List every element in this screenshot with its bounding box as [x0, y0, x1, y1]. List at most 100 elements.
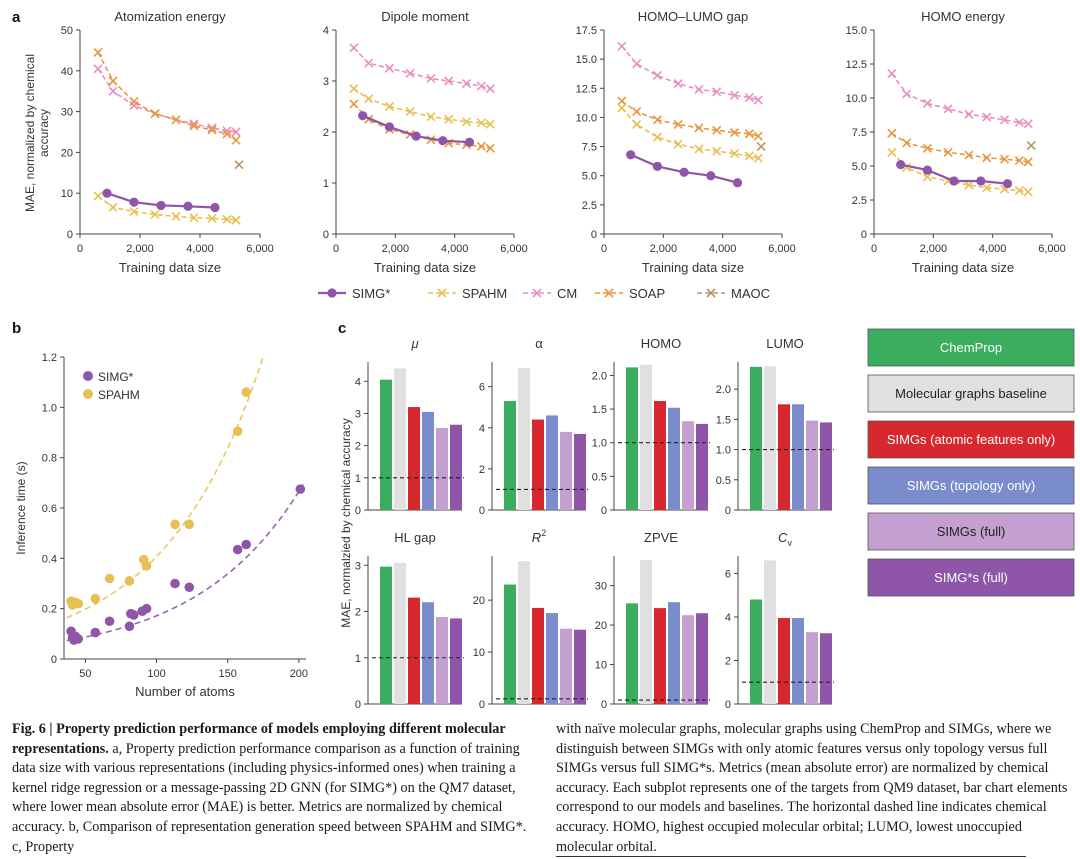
bar-simg-s-full [696, 423, 708, 510]
y-tick-label: 3 [323, 76, 329, 88]
x-tick-label: 0 [77, 243, 83, 255]
legend-marker [706, 288, 716, 298]
data-point-spahm [232, 426, 243, 437]
bar-simgs-topology-only [668, 407, 680, 510]
data-point-soap [712, 125, 722, 135]
panel-label-a: a [12, 9, 21, 26]
bar-simgs-full [682, 615, 694, 704]
data-point-simg-star [183, 201, 193, 211]
data-point-cm [887, 68, 897, 79]
y-tick-label: 15.0 [576, 54, 597, 66]
legend-marker [83, 389, 93, 399]
data-point-cm [712, 87, 722, 97]
data-point-cm [922, 98, 932, 109]
bar-molecular-graphs-baseline [518, 561, 530, 704]
data-point-spahm [184, 519, 195, 530]
data-point-simg-star [141, 603, 152, 614]
y-tick-label: 15.0 [846, 25, 867, 37]
x-tick-label: 6,000 [768, 243, 796, 255]
legend-box-simgs-atomic-features-only [867, 420, 1075, 459]
data-point-cm [93, 64, 103, 74]
data-point-cm [982, 112, 992, 122]
bar-simgs-atomic-features-only [778, 404, 790, 510]
y-tick-label: 0.8 [42, 453, 57, 465]
data-point-simg-star [184, 582, 195, 593]
y-tick-label: 4 [355, 376, 361, 388]
legend-box-label: SIMGs (full) [937, 524, 1006, 539]
y-tick-label: 1 [355, 473, 361, 485]
y-tick-label: 0 [67, 229, 73, 241]
data-point-simg-star [102, 188, 112, 198]
data-point-cm [444, 76, 454, 86]
x-tick-label: 6,000 [1038, 243, 1066, 255]
x-axis-label: Training data size [642, 260, 744, 275]
y-tick-label: 2.0 [716, 384, 731, 396]
data-point-spahm [982, 183, 992, 193]
data-point-simg-star [464, 137, 475, 147]
data-point-cm [673, 79, 683, 89]
chart-title-text: C [778, 530, 788, 545]
data-point-spahm [922, 172, 932, 182]
data-point-spahm [104, 573, 115, 584]
x-tick-label: 6,000 [246, 243, 274, 255]
data-point-simg-star [210, 202, 220, 213]
data-point-simg-star [896, 160, 906, 170]
bar-simgs-topology-only [546, 415, 558, 510]
y-tick-label: 0.2 [42, 604, 57, 616]
series-line-soap [353, 103, 491, 150]
chart-title: HL gap [394, 530, 435, 545]
legend-box-label: Molecular graphs baseline [895, 386, 1047, 401]
caption-figure-label: Fig. 6 | Property prediction performance… [12, 721, 506, 757]
x-axis-label: Training data size [119, 260, 221, 275]
series-line-cm [353, 47, 491, 90]
data-point-soap [129, 96, 139, 106]
legend-label-maoc: MAOC [731, 286, 770, 301]
chart-title-text: α [535, 336, 543, 351]
y-tick-label: 20 [595, 620, 607, 632]
y-tick-label: 6 [479, 382, 485, 394]
data-point-spahm [652, 132, 662, 142]
chart-title-superscript: 2 [541, 528, 546, 538]
data-point-simg-star [626, 150, 636, 160]
data-point-spahm [93, 191, 103, 201]
bar-simgs-full [806, 420, 818, 510]
chart-title: Dipole moment [381, 9, 469, 24]
data-point-spahm [384, 101, 394, 112]
chart-title-text: HL gap [394, 530, 435, 545]
bar-molecular-graphs-baseline [764, 366, 776, 510]
chart-title: Cv [778, 530, 792, 548]
y-tick-label: 4 [479, 423, 485, 435]
y-axis-label-line-1: MAE, normalized by chemical [23, 54, 37, 212]
data-point-simg-star [706, 171, 716, 181]
data-point-cm [744, 93, 754, 103]
bar-chemprop [626, 603, 638, 704]
y-tick-label: 10 [473, 647, 485, 659]
data-point-soap [207, 125, 217, 135]
bar-chemprop [504, 584, 516, 704]
x-tick-label: 4,000 [441, 243, 469, 255]
data-point-spahm [129, 206, 139, 217]
bar-simgs-topology-only [792, 618, 804, 704]
bar-simgs-topology-only [546, 613, 558, 704]
caption-left-column: Fig. 6 | Property prediction performance… [12, 720, 532, 857]
chart-title: HOMO energy [921, 9, 1005, 24]
chart-title-text: ZPVE [644, 530, 678, 545]
legend-marker [83, 371, 93, 381]
data-point-soap [673, 119, 683, 129]
data-point-spahm [90, 593, 101, 604]
chart-title-text: LUMO [766, 336, 804, 351]
bar-simgs-topology-only [668, 602, 680, 704]
bar-simgs-full [682, 421, 694, 510]
chart-title: ZPVE [644, 530, 678, 545]
legend-label-simg-star: SIMG* [352, 286, 390, 301]
data-point-spahm [461, 117, 472, 127]
y-tick-label: 4 [725, 612, 731, 624]
data-point-spahm [222, 214, 232, 224]
data-point-simg-star [104, 616, 115, 627]
data-point-soap [753, 131, 763, 141]
data-point-soap [231, 135, 241, 145]
bar-chemprop [380, 379, 392, 510]
series-line-soap [621, 100, 759, 137]
bar-simgs-full [560, 431, 572, 510]
data-point-soap [632, 107, 642, 117]
